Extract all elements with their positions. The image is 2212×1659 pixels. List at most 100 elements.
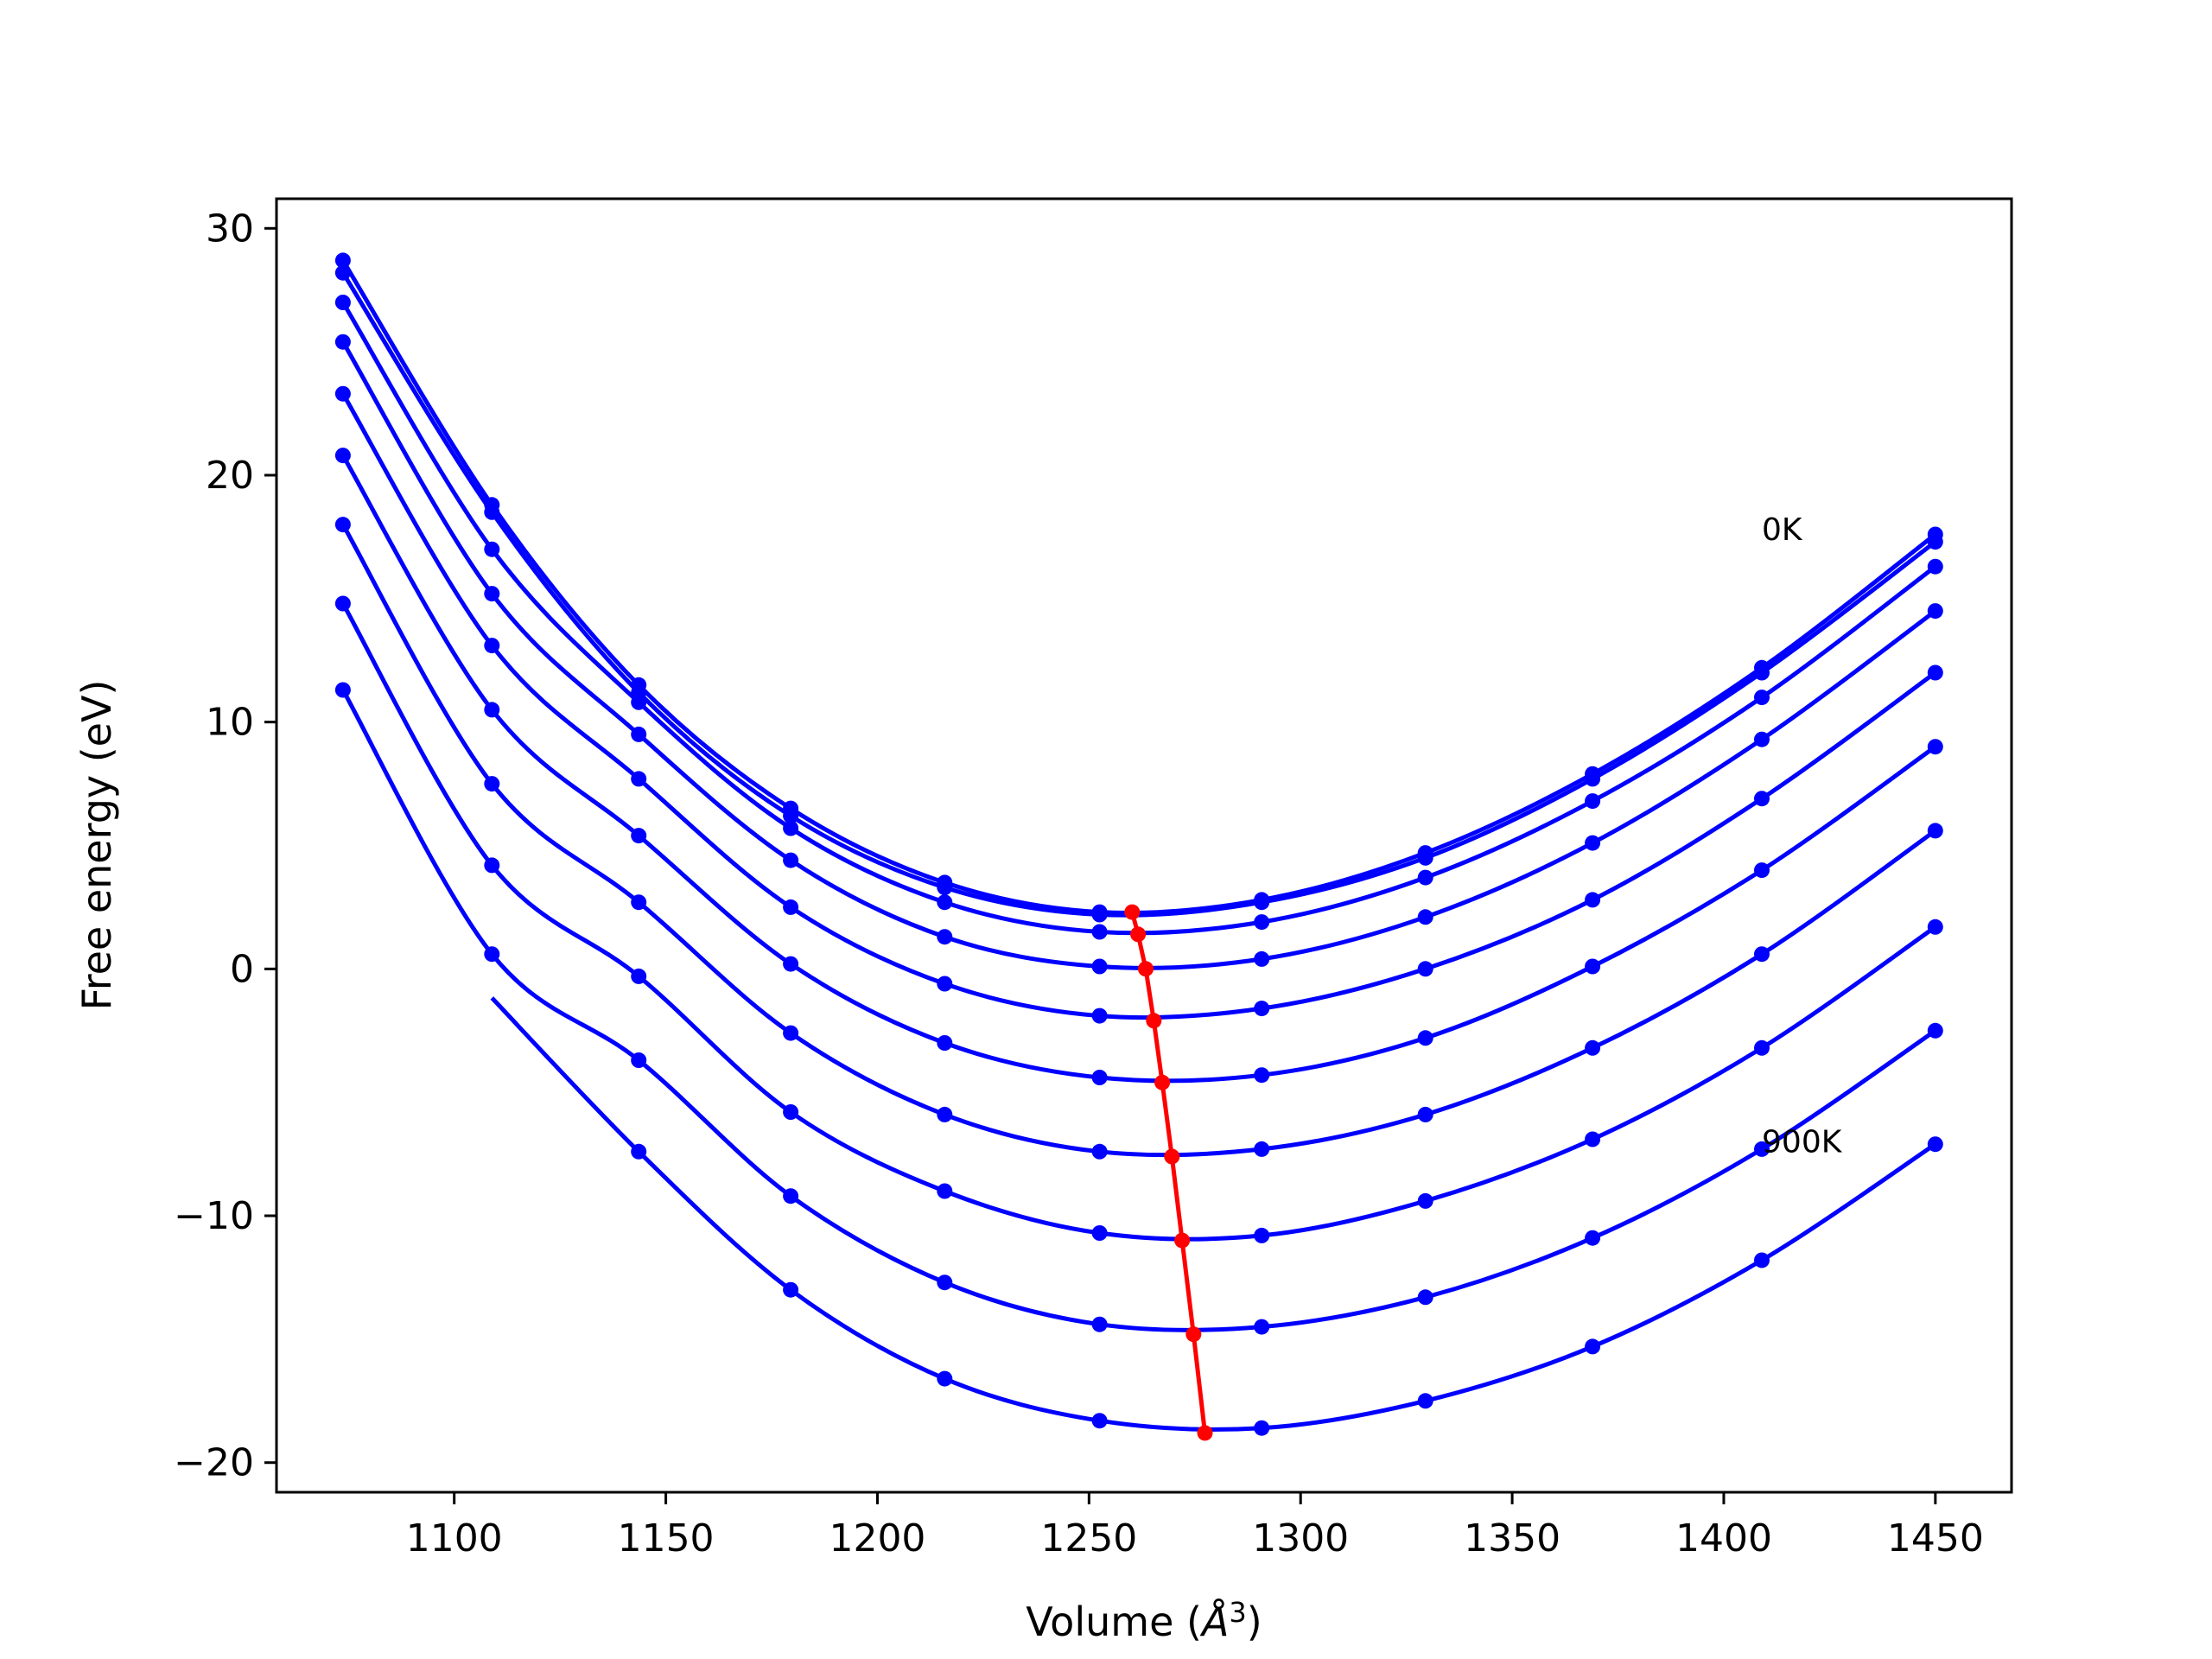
- data-point: [484, 702, 500, 718]
- data-point: [334, 252, 351, 269]
- data-point: [1091, 1413, 1108, 1429]
- minima-line: [1129, 911, 1207, 1433]
- x-tick-label: 1150: [618, 1516, 715, 1560]
- data-point: [1254, 1141, 1270, 1157]
- data-point: [484, 857, 500, 874]
- data-point: [1754, 1141, 1770, 1157]
- data-point: [1585, 1338, 1601, 1355]
- data-point: [484, 776, 500, 792]
- data-point: [937, 1106, 953, 1122]
- temperature-annotation: 0K: [1762, 512, 1803, 548]
- y-tick-label: 10: [206, 701, 254, 745]
- data-point: [1417, 1192, 1433, 1209]
- data-point: [631, 726, 647, 742]
- temperature-annotation: 900K: [1762, 1124, 1843, 1160]
- data-point: [1754, 690, 1770, 706]
- data-point: [334, 517, 351, 533]
- data-point: [783, 1025, 799, 1041]
- series-line-8: [340, 689, 1937, 1332]
- x-tick-label: 1350: [1464, 1516, 1560, 1560]
- data-point: [1754, 664, 1770, 681]
- data-point: [1091, 1070, 1108, 1085]
- minima-layer: [1124, 904, 1213, 1441]
- data-point: [1091, 1143, 1108, 1160]
- data-point: [1927, 739, 1943, 755]
- y-axis-label: Free energy (eV): [73, 680, 120, 1011]
- data-point: [484, 504, 500, 520]
- data-point: [631, 694, 647, 710]
- series-line-6: [340, 523, 1937, 1158]
- data-point: [937, 1370, 953, 1387]
- data-point: [631, 828, 647, 844]
- data-point: [1091, 1007, 1108, 1024]
- plot-frame: [275, 197, 2013, 1494]
- data-point: [334, 334, 351, 350]
- data-point: [783, 899, 799, 915]
- series-line-5: [340, 454, 1937, 1084]
- data-point: [783, 808, 799, 824]
- data-point: [334, 682, 351, 698]
- data-point: [631, 771, 647, 787]
- data-point: [484, 586, 500, 602]
- annotations: 0K 900K: [1762, 512, 1843, 1160]
- data-point: [783, 820, 799, 836]
- data-point: [1417, 961, 1433, 977]
- data-point: [1754, 791, 1770, 807]
- x-tick-label: 1300: [1252, 1516, 1349, 1560]
- data-point: [1927, 558, 1943, 575]
- data-point: [1417, 909, 1433, 925]
- data-point: [1585, 771, 1601, 787]
- data-point: [1091, 924, 1108, 940]
- x-axis-label: Volume (Å3): [1026, 1596, 1262, 1645]
- data-point: [937, 929, 953, 945]
- minimum-point: [1197, 1425, 1213, 1441]
- data-point: [631, 1052, 647, 1068]
- data-point: [1417, 1393, 1433, 1409]
- data-point: [1754, 1039, 1770, 1056]
- data-point: [1254, 914, 1270, 931]
- minimum-point: [1138, 961, 1154, 977]
- data-point: [334, 595, 351, 612]
- data-point: [1254, 1420, 1270, 1436]
- data-point: [1585, 1131, 1601, 1147]
- minimum-point: [1146, 1013, 1162, 1029]
- y-axis-ticks: 30 20 10 0 −10 −20: [174, 207, 276, 1485]
- series-line-7: [340, 602, 1937, 1242]
- series-line-4: [340, 392, 1937, 1020]
- data-point: [1927, 918, 1943, 935]
- data-point: [937, 976, 953, 992]
- series-line-2: [340, 301, 1937, 936]
- data-point: [1754, 946, 1770, 963]
- data-point: [334, 448, 351, 464]
- x-tick-label: 1200: [829, 1516, 925, 1560]
- data-point: [334, 385, 351, 402]
- data-point: [937, 1274, 953, 1291]
- data-point: [1254, 950, 1270, 967]
- data-point: [937, 1183, 953, 1199]
- minimum-point: [1164, 1148, 1180, 1165]
- x-tick-label: 1400: [1675, 1516, 1772, 1560]
- minimum-point: [1185, 1326, 1202, 1343]
- data-point: [1585, 1230, 1601, 1246]
- data-point: [1927, 664, 1943, 681]
- data-point: [1585, 892, 1601, 908]
- data-point: [1254, 1001, 1270, 1017]
- data-point: [1585, 1039, 1601, 1056]
- data-point: [937, 880, 953, 896]
- y-tick-label: 30: [206, 207, 254, 251]
- data-point: [1927, 823, 1943, 839]
- data-point: [1254, 894, 1270, 911]
- minimum-point: [1174, 1232, 1191, 1249]
- points-layer: [334, 252, 1943, 1436]
- x-axis-unit-exponent: 3: [1229, 1596, 1246, 1629]
- minimum-point: [1124, 904, 1141, 920]
- data-point: [1585, 835, 1601, 851]
- data-point: [1585, 958, 1601, 975]
- y-tick-label: −20: [174, 1441, 254, 1485]
- data-point: [937, 894, 953, 911]
- data-point: [1254, 1227, 1270, 1243]
- data-point: [484, 946, 500, 963]
- series-line-1: [340, 271, 1937, 918]
- data-point: [1417, 1106, 1433, 1122]
